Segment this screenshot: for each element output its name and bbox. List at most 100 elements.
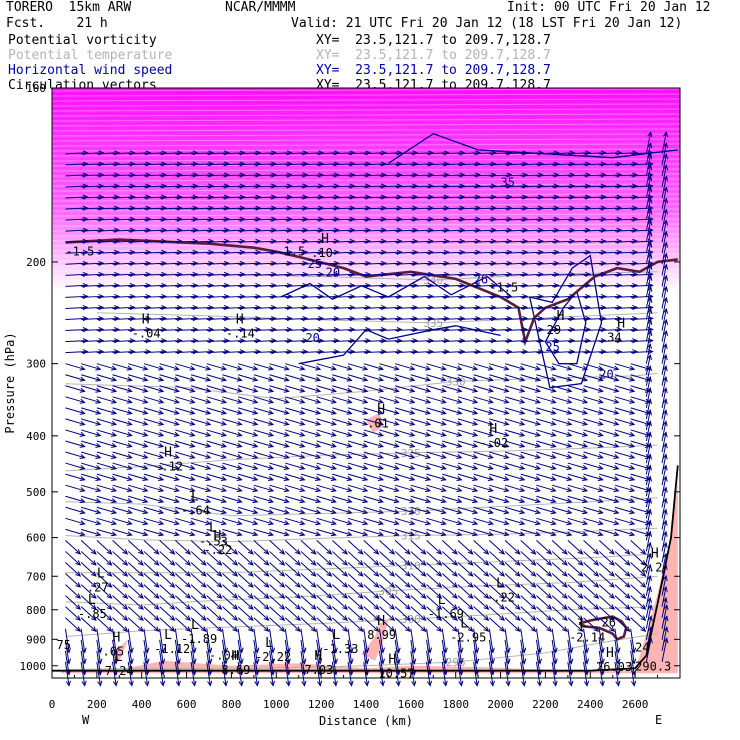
wind-vector: [81, 374, 101, 381]
wind-vector: [504, 506, 525, 514]
extremum-value: 34: [607, 330, 621, 344]
wind-vector: [379, 528, 399, 536]
wind-vector: [442, 240, 465, 243]
wind-vector-head: [176, 316, 183, 322]
wind-vector: [395, 517, 415, 525]
wind-vector-head: [223, 238, 230, 244]
wind-vector-head: [662, 431, 668, 438]
wind-vector: [614, 218, 637, 221]
wind-vector: [395, 174, 418, 177]
wind-vector: [426, 451, 446, 459]
wind-vector-head: [377, 498, 385, 504]
wind-vector: [332, 551, 348, 566]
wind-vector-head: [662, 442, 668, 449]
wind-vector: [253, 196, 276, 199]
wind-vector: [395, 363, 415, 370]
wind-vector: [363, 306, 386, 309]
wind-vector: [599, 284, 622, 287]
wind-vector: [473, 317, 496, 320]
wind-vector: [206, 429, 227, 437]
wind-vector: [332, 462, 352, 470]
wind-vector: [269, 152, 292, 155]
wind-vector: [442, 284, 465, 287]
wind-vector: [81, 484, 101, 492]
wind-vector-head: [310, 593, 317, 599]
wind-vector: [127, 562, 144, 577]
wind-vector: [379, 196, 402, 199]
wind-vector-head: [503, 387, 510, 393]
wind-vector-head: [459, 172, 466, 178]
wind-vector-head: [409, 387, 416, 393]
wind-vector: [285, 495, 305, 503]
wind-vector-head: [646, 442, 652, 449]
wind-vector-head: [483, 571, 490, 577]
wind-vector-head: [425, 476, 432, 481]
wind-vector: [379, 606, 395, 621]
wind-vector-head: [412, 338, 419, 344]
wind-vector: [96, 218, 119, 221]
wind-vector: [347, 595, 364, 610]
wind-vector: [222, 207, 245, 210]
wind-vector: [599, 506, 619, 514]
wind-vector: [143, 517, 164, 525]
wind-vector: [410, 462, 431, 470]
wind-vector: [520, 273, 543, 276]
wind-vector: [630, 462, 650, 470]
forecast-hour: Fcst. 21 h: [6, 16, 108, 31]
wind-vector: [127, 540, 144, 555]
wind-vector: [191, 229, 214, 232]
wind-vector: [300, 284, 323, 287]
wind-vector: [599, 440, 619, 448]
wind-vector: [206, 152, 229, 155]
wind-vector-head: [161, 327, 168, 333]
wind-vector-head: [268, 476, 275, 481]
wind-vector: [489, 163, 512, 166]
wind-vector-head: [613, 376, 620, 382]
wind-vector: [489, 317, 512, 320]
wind-vector-head: [326, 560, 333, 566]
wind-vector-head: [255, 260, 262, 266]
wind-vector-head: [662, 486, 668, 493]
wind-vector-head: [569, 183, 576, 189]
y-tick-label: 300: [26, 358, 46, 371]
wind-vector-head: [222, 680, 228, 687]
wind-vector-head: [223, 349, 230, 355]
wind-vector: [536, 317, 559, 320]
wind-vector-head: [428, 327, 434, 333]
wind-vector: [332, 484, 352, 492]
wind-vector: [238, 240, 261, 243]
wind-vector: [238, 429, 258, 437]
wind-vector: [457, 484, 478, 492]
wind-vector: [238, 339, 261, 343]
wind-vector: [65, 517, 85, 525]
wind-vector-head: [389, 615, 396, 621]
wind-vector-head: [412, 282, 419, 289]
extremum-value: 7.24: [105, 664, 134, 678]
wind-vector: [599, 306, 622, 309]
wind-vector-head: [111, 509, 118, 515]
wind-vector: [81, 440, 101, 448]
wind-vector-head: [396, 271, 403, 278]
wind-vector: [112, 606, 128, 621]
wind-vector-head: [566, 365, 573, 371]
wind-vector: [473, 573, 489, 588]
wind-vector: [599, 207, 622, 210]
wind-vector-head: [208, 238, 215, 244]
wind-vector: [567, 196, 590, 199]
wind-vector: [190, 506, 211, 514]
wind-vector-head: [95, 387, 102, 393]
wind-vector-head: [330, 365, 337, 371]
wind-vector-head: [318, 316, 325, 322]
wind-vector-head: [632, 227, 639, 233]
wind-vector-head: [126, 387, 133, 393]
wind-vector: [457, 328, 480, 332]
wind-vector: [347, 374, 368, 381]
wind-vector: [128, 396, 148, 403]
wind-vector: [473, 528, 493, 536]
wind-vector: [536, 207, 559, 210]
wind-vector-head: [647, 197, 653, 204]
wind-vector-head: [255, 227, 262, 233]
wind-vector: [536, 185, 559, 188]
wind-vector-head: [420, 582, 427, 588]
wind-vector-head: [145, 349, 152, 355]
